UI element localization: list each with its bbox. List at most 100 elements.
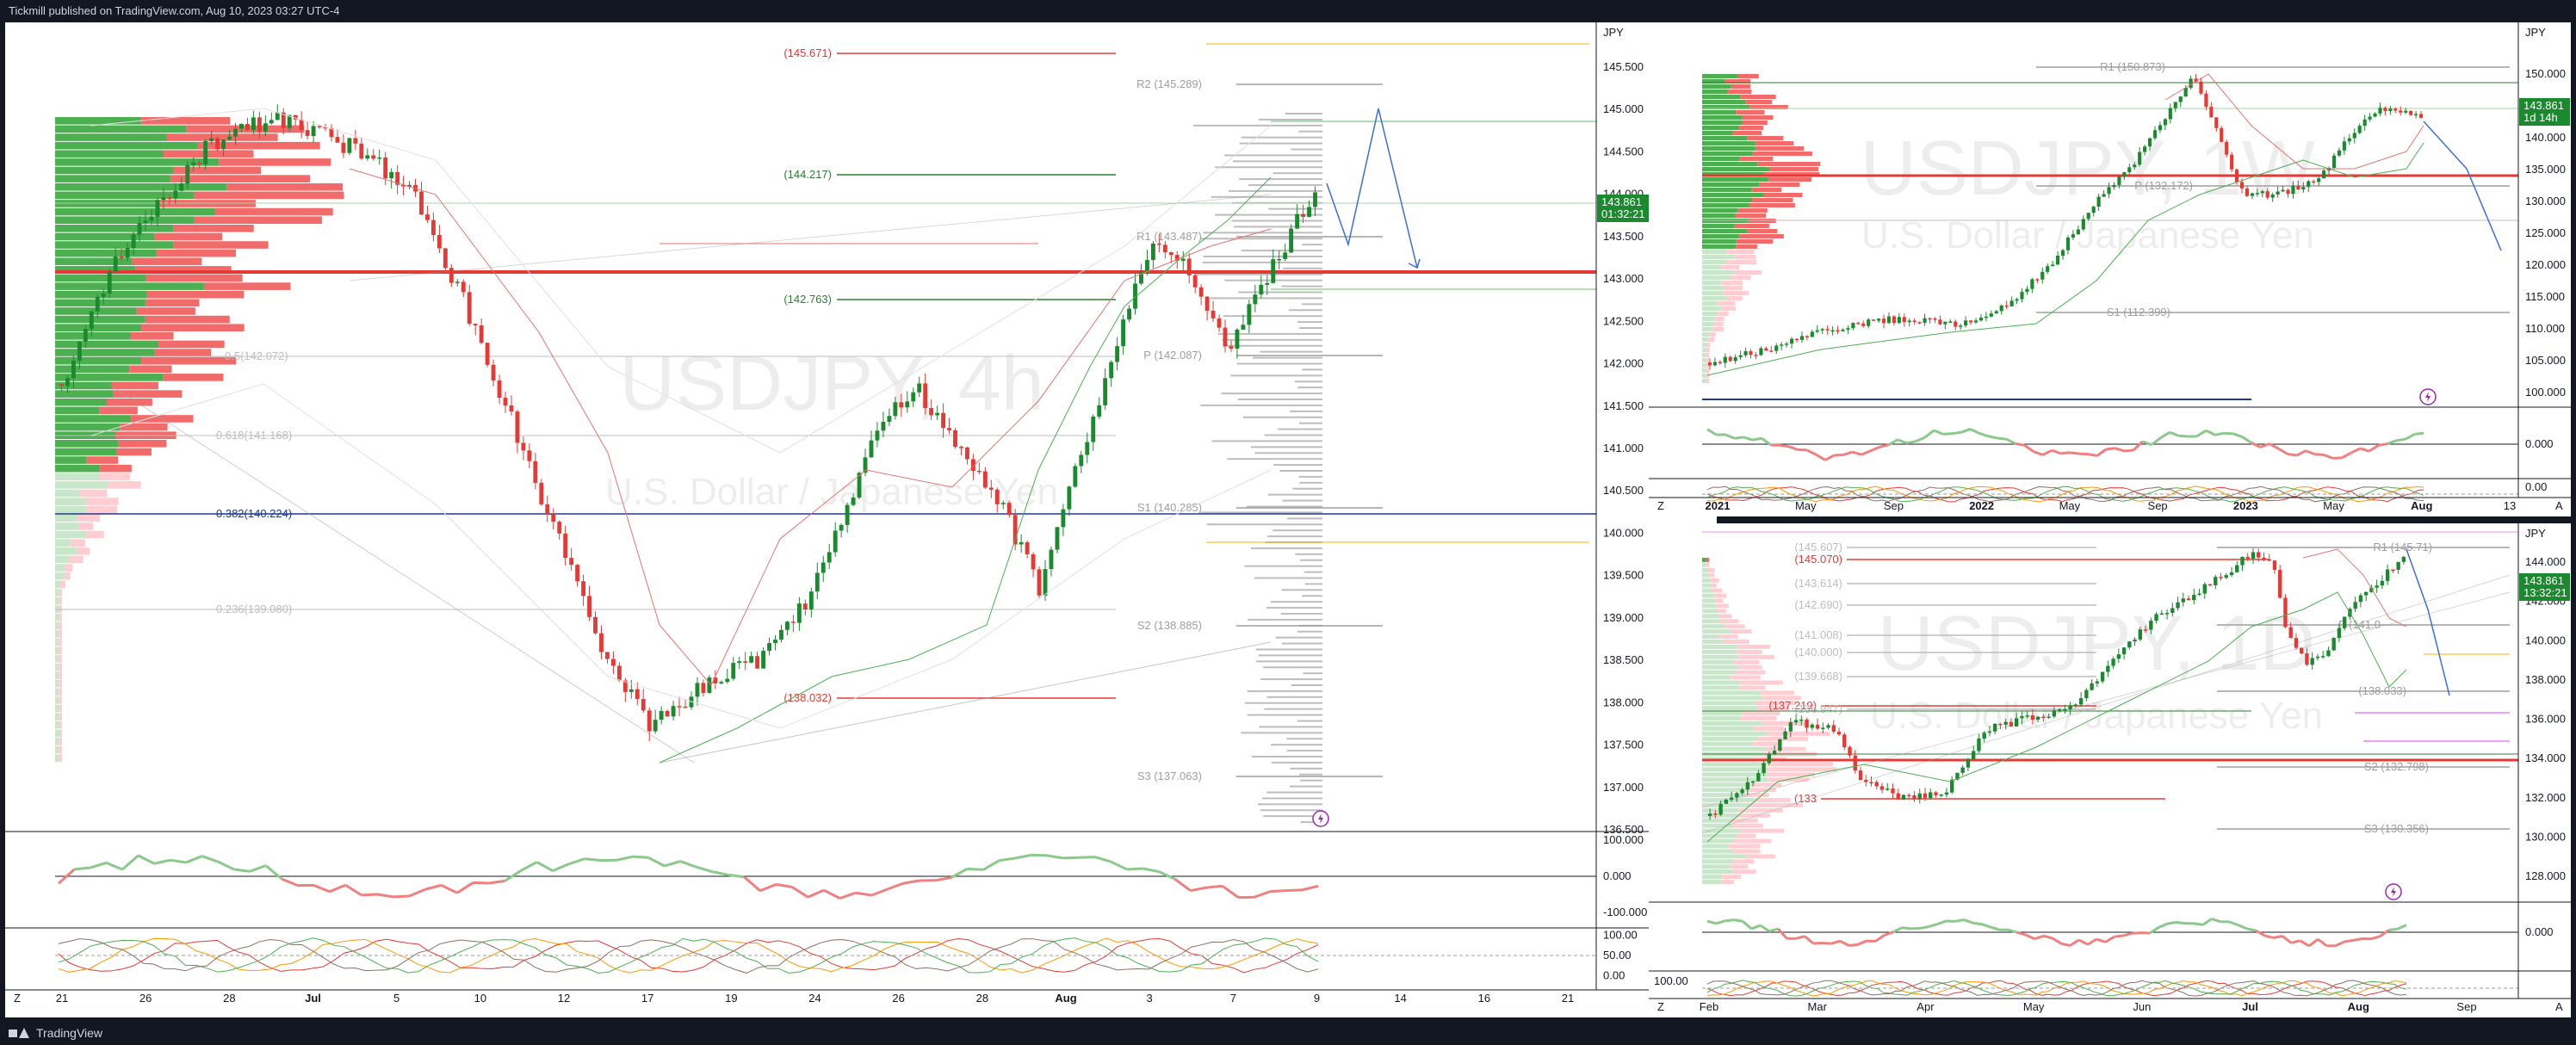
osc1-segment [2282, 935, 2293, 944]
volume-profile-bar [1702, 322, 1714, 326]
volume-profile-bar [1702, 833, 1737, 838]
candle-body [2262, 557, 2266, 560]
volume-profile-bar [1702, 213, 1736, 218]
session-volume-bar [1266, 696, 1322, 698]
osc1-segment [2291, 939, 2301, 944]
volume-profile-bar [1702, 79, 1725, 83]
chart-1w-canvas[interactable]: USDJPY, 1WU.S. Dollar / Japanese Yen R1 (… [1649, 22, 2571, 516]
price-tick: 132.000 [2525, 791, 2566, 804]
volume-profile-bar [163, 150, 254, 158]
candle-body [2143, 629, 2148, 631]
volume-profile-bar [1734, 224, 1769, 228]
osc1-segment [233, 868, 251, 873]
osc1-segment [1285, 888, 1303, 893]
volume-profile-bar [1765, 746, 1806, 751]
session-volume-bar [1268, 207, 1322, 210]
candle-body [2100, 671, 2105, 682]
time-tick: 14 [1394, 992, 1406, 1005]
volume-profile-bar [1702, 614, 1720, 619]
candle-body [2209, 107, 2214, 118]
osc2-tick: 50.00 [1603, 949, 1632, 962]
osc1-segment [1752, 436, 1762, 442]
volume-profile-bar [1732, 849, 1761, 854]
volume-profile-bar [1702, 788, 1750, 793]
volume-profile-bar [55, 415, 132, 423]
candle-body [2291, 185, 2295, 195]
volume-profile-bar [1702, 828, 1741, 833]
candle-body [1713, 813, 1718, 815]
price-tick: 140.500 [1603, 484, 1644, 497]
candle-body [1886, 788, 1890, 790]
volume-profile-bar [55, 191, 195, 200]
chart-1d-canvas[interactable]: USDJPY, 1D U.S. Dollar / Japanese Yen (145… [1649, 523, 2571, 1017]
volume-profile-bar [1735, 255, 1756, 259]
osc1-segment [2195, 429, 2208, 438]
candle-body [395, 171, 400, 185]
candle-body [2301, 187, 2306, 190]
osc1-segment [2295, 449, 2307, 457]
volume-profile-bar [1702, 74, 1738, 78]
osc1-segment [1804, 935, 1815, 945]
volume-profile-bar [1768, 177, 1812, 182]
session-volume-bar [1290, 785, 1322, 788]
candle-body [2385, 569, 2390, 581]
candle-body [1774, 345, 1779, 351]
osc1-segment [1928, 923, 1938, 929]
candle-body [1754, 355, 1758, 356]
candle-body [2342, 141, 2346, 151]
volume-profile-bar [59, 754, 62, 762]
volume-profile-bar [1736, 239, 1774, 244]
osc2-tick: 0.00 [2525, 480, 2547, 493]
chart-panel-1d[interactable]: USDJPY, 1D U.S. Dollar / Japanese Yen (145… [1649, 523, 2571, 1017]
price-tick: 110.000 [2525, 322, 2565, 335]
candle-body [773, 640, 777, 644]
session-volume-bar [1250, 446, 1322, 448]
volume-profile-bar [170, 175, 311, 182]
osc1-segment [2224, 431, 2233, 436]
session-volume-bar [1302, 244, 1322, 246]
candle-body [2060, 250, 2065, 257]
osc1-segment [249, 864, 267, 873]
scale-mode-z-button: Z [1657, 1000, 1664, 1013]
volume-profile-bar [1702, 746, 1766, 751]
candle-body [2051, 264, 2055, 267]
candle-body [131, 234, 136, 249]
price-tick: 105.000 [2525, 354, 2566, 367]
volume-profile-bar [1702, 701, 1756, 706]
volume-profile-bar [1702, 624, 1725, 629]
volume-profile-bar [55, 299, 146, 307]
candle-body [923, 383, 928, 409]
osc1-segment [488, 879, 505, 885]
price-tick: 130.000 [2525, 830, 2566, 843]
candle-body [2331, 638, 2336, 651]
candle-body [2296, 185, 2300, 190]
level-label: 0.618(141.168) [216, 429, 292, 442]
chart-4h-canvas[interactable]: USDJPY, 4h U.S. Dollar / Japanese Yen (145… [5, 22, 1717, 1017]
candle-body [2317, 178, 2321, 182]
volume-profile-bar [77, 514, 100, 522]
chart-panel-1w[interactable]: USDJPY, 1W U.S. Dollar / Japanese Yen R1 (… [1649, 22, 2571, 516]
osc1-segment [2087, 937, 2098, 946]
candle-body [2009, 300, 2014, 306]
volume-profile-bar [108, 481, 141, 489]
chart-panel-4h[interactable]: USDJPY, 4h U.S. Dollar / Japanese Yen (145… [5, 22, 1717, 1017]
volume-profile-bar [58, 655, 62, 663]
osc1-segment [1062, 856, 1080, 860]
volume-profile-bar [1740, 828, 1785, 833]
session-volume-bar [1264, 434, 1322, 436]
volume-profile-bar [1739, 234, 1784, 238]
osc1-segment [1046, 854, 1063, 860]
candle-body [221, 139, 226, 150]
candle-body [653, 720, 658, 732]
candle-body [2102, 194, 2106, 197]
session-volume-bar [1280, 613, 1322, 615]
volume-profile-bar [1717, 312, 1729, 316]
volume-profile-bar [59, 580, 66, 589]
candle-body [1954, 321, 1958, 327]
volume-profile-bar [1702, 306, 1722, 311]
volume-profile-bar [1758, 736, 1809, 741]
osc1-segment [1978, 431, 1989, 438]
candle-body [2025, 715, 2029, 717]
session-volume-bar [1300, 821, 1322, 824]
osc1-segment [2259, 442, 2270, 448]
